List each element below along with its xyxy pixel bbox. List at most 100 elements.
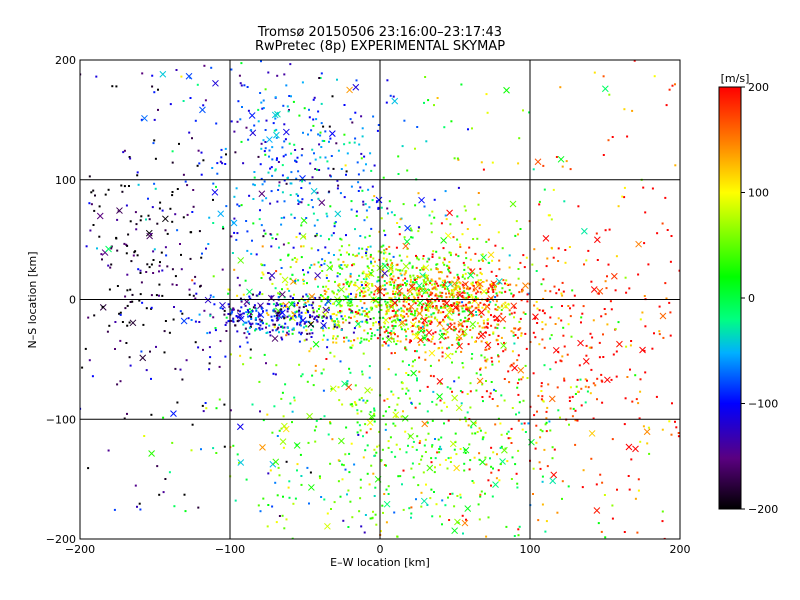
data-point-x-marker: [593, 507, 601, 514]
data-point: [227, 313, 230, 315]
data-point: [385, 312, 388, 315]
data-point: [396, 317, 399, 320]
data-point: [109, 266, 112, 269]
data-point: [268, 149, 271, 152]
data-point: [276, 312, 279, 315]
data-point: [355, 403, 358, 406]
data-point: [349, 305, 352, 307]
data-point: [434, 457, 437, 460]
data-point-x-marker: [452, 304, 459, 311]
data-point: [460, 83, 463, 86]
data-point: [549, 290, 552, 293]
data-point-x-marker: [500, 342, 507, 349]
data-point: [476, 274, 479, 277]
data-point: [250, 318, 253, 320]
data-point: [382, 244, 385, 247]
data-point: [333, 501, 336, 504]
data-point: [350, 300, 352, 303]
data-point: [430, 231, 433, 234]
data-point: [385, 248, 388, 251]
data-point: [656, 232, 659, 235]
data-point: [394, 312, 397, 315]
data-point: [200, 448, 202, 451]
data-point: [439, 445, 442, 448]
data-point: [283, 527, 286, 530]
data-point: [538, 343, 541, 346]
data-point: [198, 230, 201, 233]
data-point: [434, 299, 437, 302]
data-point: [423, 334, 426, 337]
data-point: [372, 265, 375, 268]
data-point: [250, 310, 253, 313]
data-point: [661, 520, 664, 523]
data-point: [592, 417, 595, 420]
data-point: [521, 428, 524, 431]
data-point: [258, 327, 261, 330]
data-point: [431, 210, 434, 213]
data-point: [550, 218, 553, 221]
data-point: [246, 341, 249, 344]
data-point: [655, 395, 658, 398]
data-point: [428, 339, 431, 342]
data-point: [128, 356, 131, 359]
data-point: [362, 310, 365, 313]
data-point: [541, 475, 544, 478]
data-point: [88, 359, 91, 362]
data-point: [484, 456, 487, 459]
data-point: [526, 377, 529, 379]
data-point: [422, 322, 425, 325]
data-point: [464, 416, 467, 419]
data-point: [639, 390, 642, 393]
data-point: [426, 385, 429, 388]
data-point: [322, 329, 325, 332]
data-point-x-marker: [310, 187, 318, 195]
data-point: [319, 77, 322, 79]
data-point-x-marker: [534, 158, 542, 166]
data-point: [280, 267, 283, 269]
data-point: [166, 265, 169, 268]
data-point: [283, 304, 286, 307]
data-point: [539, 436, 542, 439]
data-point: [335, 341, 338, 344]
data-point: [541, 309, 544, 312]
data-point: [278, 246, 280, 249]
data-point: [457, 297, 460, 300]
data-point: [611, 438, 614, 441]
data-point: [337, 320, 340, 323]
data-point: [610, 308, 613, 311]
data-point: [139, 293, 142, 296]
data-point: [420, 505, 423, 508]
data-point: [415, 498, 417, 501]
data-point: [294, 149, 297, 151]
data-point: [625, 291, 628, 294]
data-point: [429, 364, 432, 367]
data-point: [442, 327, 445, 330]
data-point: [366, 265, 369, 268]
data-point: [283, 140, 286, 143]
data-point: [369, 255, 372, 258]
data-point: [263, 264, 266, 267]
data-point: [470, 357, 473, 360]
data-point: [404, 282, 406, 284]
data-point: [311, 176, 314, 179]
data-point: [252, 198, 255, 200]
data-point: [260, 277, 263, 279]
data-point: [489, 457, 491, 460]
data-point: [314, 235, 317, 238]
data-point: [260, 306, 263, 309]
data-point: [495, 339, 498, 342]
data-point: [439, 306, 442, 309]
data-point: [417, 230, 420, 233]
data-point: [123, 149, 126, 152]
data-point: [392, 281, 395, 284]
data-point: [495, 318, 498, 321]
data-point: [383, 493, 386, 495]
data-point: [197, 149, 200, 152]
data-point: [605, 287, 608, 290]
data-point: [407, 315, 410, 318]
data-point: [535, 424, 538, 427]
data-point: [367, 246, 370, 248]
data-point: [598, 356, 601, 359]
data-point: [294, 316, 297, 319]
data-point: [247, 311, 250, 314]
